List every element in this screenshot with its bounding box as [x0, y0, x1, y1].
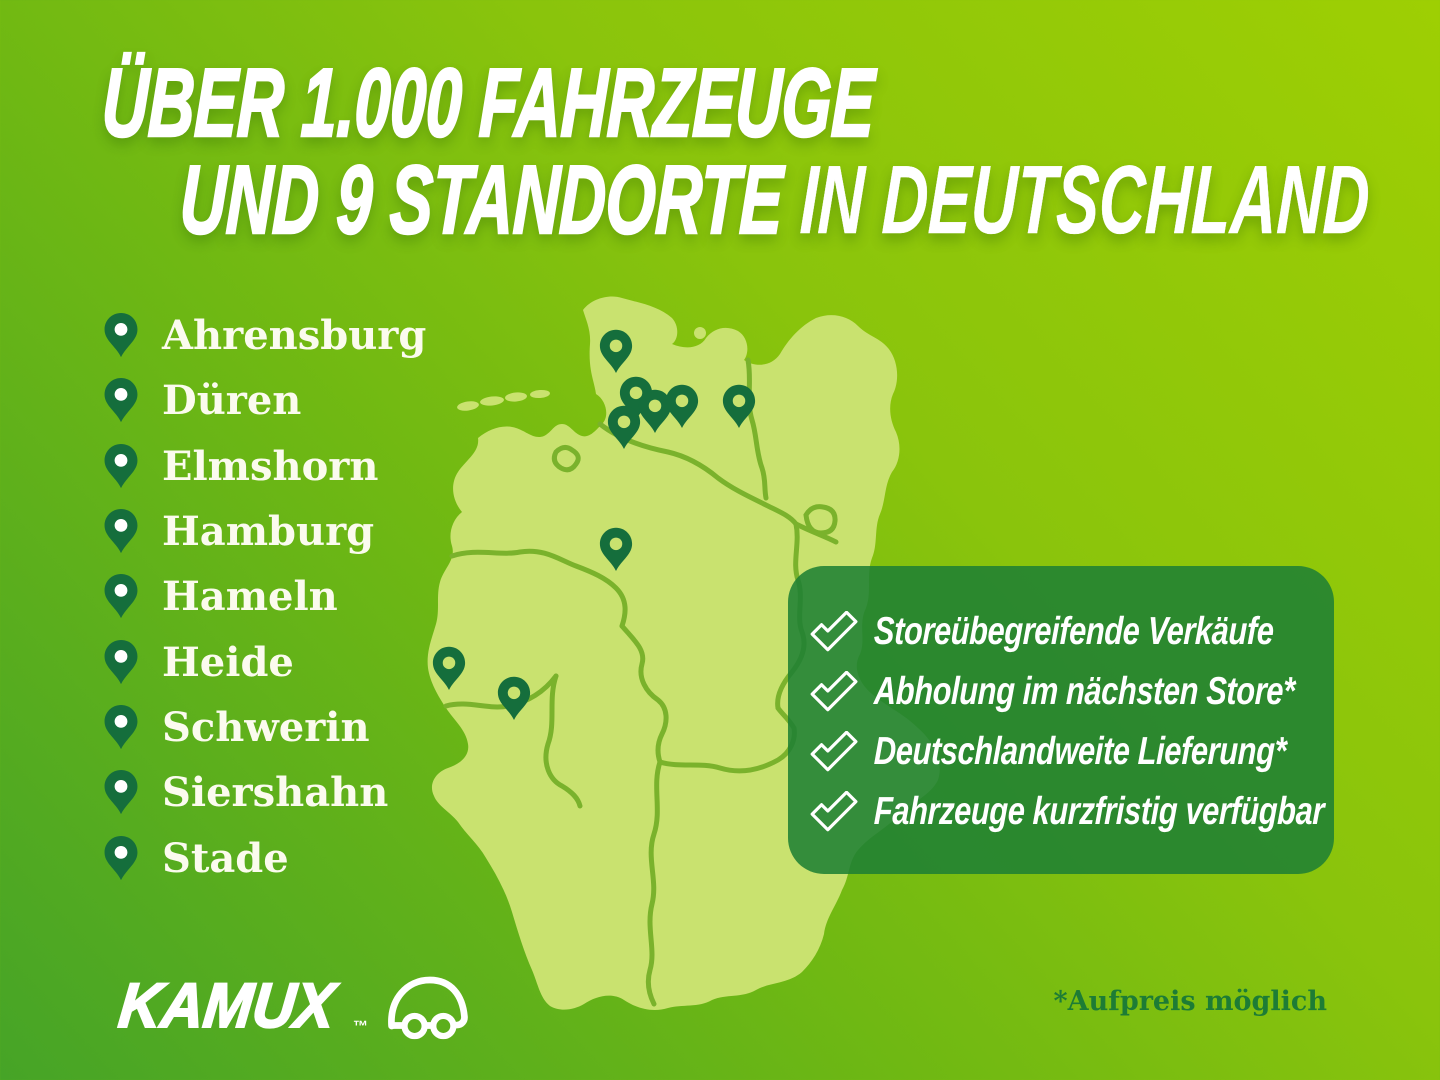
- list-item: Elmshorn: [104, 434, 426, 499]
- list-item: Hameln: [104, 564, 426, 629]
- location-list: Ahrensburg Düren Elmshorn Hamburg Hameln…: [104, 303, 426, 891]
- benefit-row: Abholung im nächsten Store*: [808, 670, 1320, 714]
- car-icon: [388, 976, 468, 1040]
- double-check-icon: [810, 611, 858, 652]
- benefit-row: Deutschlandweite Lieferung*: [808, 730, 1320, 774]
- location-label: Düren: [162, 377, 302, 425]
- benefit-label: Abholung im nächsten Store*: [873, 670, 1296, 713]
- location-pin-icon: [104, 574, 138, 619]
- list-item: Hamburg: [104, 499, 426, 564]
- benefit-row: Fahrzeuge kurzfristig verfügbar: [808, 790, 1325, 834]
- location-pin-icon: [104, 704, 138, 750]
- benefit-row: Storeübegreifende Verkäufe: [808, 610, 1320, 654]
- location-label: Elmshorn: [162, 442, 379, 490]
- list-item: Stade: [104, 825, 426, 890]
- north-sea-islands: [457, 327, 706, 411]
- kamux-logo: KAMUX ™: [115, 962, 474, 1042]
- benefit-label: Fahrzeuge kurzfristig verfügbar: [873, 790, 1325, 833]
- list-item: Heide: [104, 629, 426, 694]
- location-pin-icon: [104, 508, 138, 554]
- benefit-label: Storeübegreifende Verkäufe: [873, 610, 1275, 653]
- location-label: Schwerin: [162, 703, 370, 751]
- location-label: Heide: [162, 638, 294, 686]
- benefits-panel: Storeübegreifende Verkäufe Abholung im n…: [788, 566, 1334, 874]
- list-item: Ahrensburg: [104, 303, 426, 368]
- price-footnote: *Aufpreis möglich: [1053, 986, 1328, 1017]
- location-label: Hamburg: [162, 508, 375, 556]
- benefit-label: Deutschlandweite Lieferung*: [873, 730, 1287, 773]
- kamux-wordmark: KAMUX: [115, 970, 339, 1042]
- double-check-icon: [810, 791, 858, 832]
- location-pin-icon: [104, 639, 138, 684]
- location-pin-icon: [104, 443, 138, 488]
- trademark-symbol: ™: [353, 1018, 368, 1035]
- headline-line1: ÜBER 1.000 FAHRZEUGE: [99, 47, 877, 158]
- list-item: Düren: [104, 368, 426, 433]
- location-pin-icon: [104, 378, 138, 423]
- location-label: Ahrensburg: [162, 312, 427, 360]
- location-pin-icon: [104, 313, 138, 358]
- headline: ÜBER 1.000 FAHRZEUGE UND 9 STANDORTE IN …: [99, 47, 1440, 255]
- list-item: Schwerin: [104, 695, 426, 760]
- location-pin-icon: [104, 835, 138, 880]
- headline-line2: UND 9 STANDORTE IN DEUTSCHLAND: [177, 144, 1372, 255]
- location-pin-icon: [104, 770, 138, 815]
- list-item: Siershahn: [104, 760, 426, 825]
- location-label: Hameln: [162, 573, 338, 621]
- double-check-icon: [810, 731, 858, 772]
- location-label: Stade: [162, 834, 289, 882]
- location-label: Siershahn: [162, 769, 389, 817]
- double-check-icon: [810, 671, 858, 712]
